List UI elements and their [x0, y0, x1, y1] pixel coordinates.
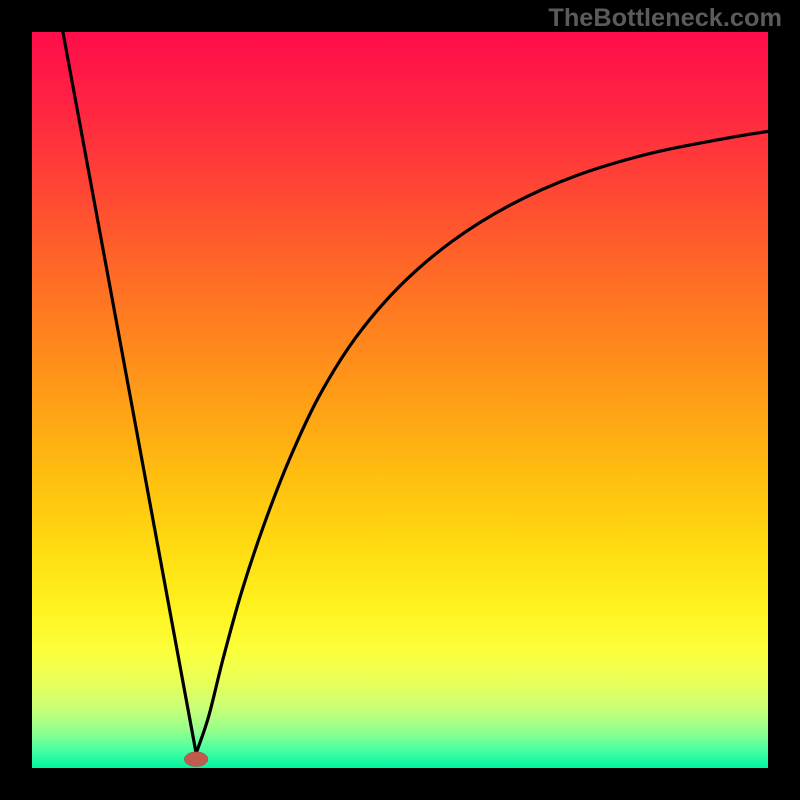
plot-background: [32, 32, 768, 768]
chart-container: { "meta": { "watermark_text": "TheBottle…: [0, 0, 800, 800]
bottleneck-chart: [0, 0, 800, 800]
watermark-text: TheBottleneck.com: [548, 4, 782, 33]
optimum-marker: [184, 752, 208, 767]
